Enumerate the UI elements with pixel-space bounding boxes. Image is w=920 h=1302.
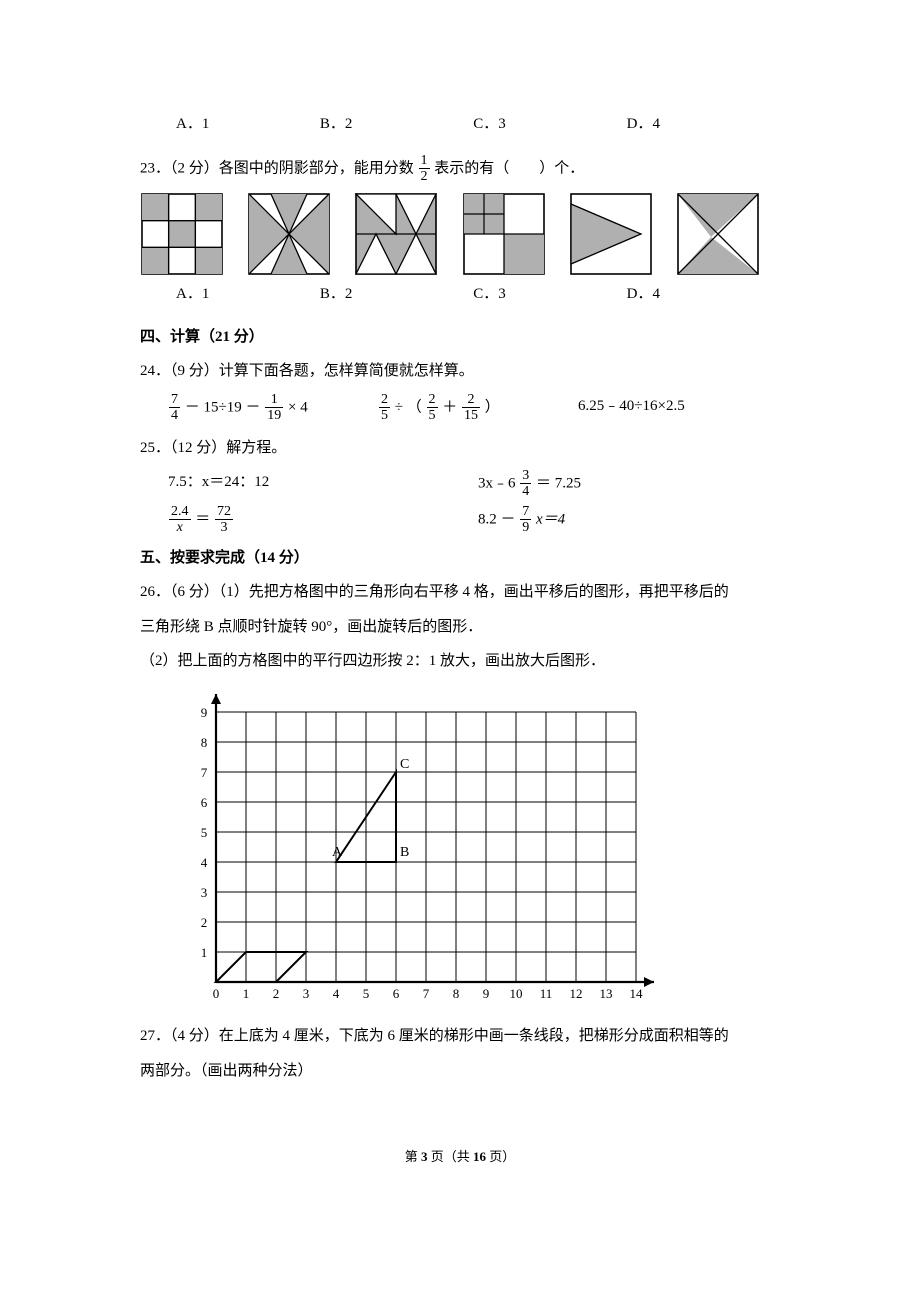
q26-grid: 01234567891011121314123456789ABC [176,682,780,1013]
q23-fig-2 [247,192,331,276]
q27-line2: 两部分。（画出两种分法） [140,1057,780,1086]
opt-a-val: 1 [202,116,210,132]
svg-text:7: 7 [201,765,208,780]
q23-fig-4 [462,192,546,276]
svg-text:6: 6 [201,795,208,810]
q23-frac-den: 2 [419,168,430,184]
q24-expr2: 25 ÷ （ 25 ＋ 215 ） [378,392,578,424]
svg-text:5: 5 [363,986,370,1001]
svg-text:2: 2 [273,986,280,1001]
q23-fig-5 [569,192,653,276]
svg-text:3: 3 [201,885,208,900]
q23-opt-d: D．4 [627,280,780,309]
svg-text:A: A [332,845,343,860]
svg-text:13: 13 [600,986,613,1001]
q23-opt-b: B．2 [320,280,473,309]
svg-text:4: 4 [201,855,208,870]
svg-text:8: 8 [453,986,460,1001]
q24-expr3: 6.25﹣40÷16×2.5 [578,392,778,424]
q25-e3: 2.4x ＝ 723 [168,504,478,536]
opt-a-label: A． [176,116,202,132]
svg-text:0: 0 [213,986,220,1001]
opt-b-label: B． [320,116,345,132]
q23-options: A．1 B．2 C．3 D．4 [176,280,780,309]
opt-c: C．3 [473,110,626,139]
svg-text:14: 14 [630,986,644,1001]
q23-stem: 23．（2 分）各图中的阴影部分，能用分数 1 2 表示的有（ ）个． [140,153,780,185]
q25-row2: 2.4x ＝ 723 8.2 － 79 x＝4 [168,504,780,536]
svg-text:2: 2 [201,915,208,930]
svg-text:7: 7 [423,986,430,1001]
q23-fig-1 [140,192,224,276]
q27-line1: 27．（4 分）在上底为 4 厘米，下底为 6 厘米的梯形中画一条线段，把梯形分… [140,1022,780,1051]
q23-fig-6 [676,192,760,276]
opt-c-label: C． [473,116,498,132]
q25-e2: 3x﹣6 34 ＝ 7.25 [478,468,728,500]
opt-d-val: 4 [652,116,660,132]
section-5-title: 五、按要求完成（14 分） [140,544,780,573]
q26-grid-svg: 01234567891011121314123456789ABC [176,682,656,1002]
svg-text:12: 12 [570,986,583,1001]
q23-opt-a: A．1 [176,280,320,309]
opt-d: D．4 [627,110,780,139]
q24-stem: 24．（9 分）计算下面各题，怎样算简便就怎样算。 [140,357,780,386]
q23-frac: 1 2 [419,153,430,185]
q26-line3: （2）把上面的方格图中的平行四边形按 2：1 放大，画出放大后图形． [140,647,780,676]
q25-stem: 25．（12 分）解方程。 [140,434,780,463]
q24-expr1: 74 － 15÷19 － 119 × 4 [168,392,378,424]
svg-text:C: C [400,757,409,772]
q25-e1: 7.5：x＝24：12 [168,468,478,500]
q23-figures [140,192,760,276]
q26-line1: 26．（6 分）（1）先把方格图中的三角形向右平移 4 格，画出平移后的图形，再… [140,578,780,607]
q25-e4: 8.2 － 79 x＝4 [478,504,728,536]
opt-a: A．1 [176,110,320,139]
svg-text:B: B [400,845,409,860]
page-footer: 第 3 页（共 16 页） [140,1145,780,1170]
q22-options: A．1 B．2 C．3 D．4 [176,110,780,139]
opt-b-val: 2 [345,116,353,132]
svg-text:10: 10 [510,986,523,1001]
svg-text:1: 1 [243,986,250,1001]
svg-text:9: 9 [201,705,208,720]
svg-text:8: 8 [201,735,208,750]
svg-text:11: 11 [540,986,553,1001]
q26-line2: 三角形绕 B 点顺时针旋转 90°，画出旋转后的图形． [140,613,780,642]
q23-frac-num: 1 [419,153,430,168]
q23-opt-c: C．3 [473,280,626,309]
svg-text:5: 5 [201,825,208,840]
svg-text:1: 1 [201,945,208,960]
svg-text:3: 3 [303,986,310,1001]
opt-b: B．2 [320,110,473,139]
opt-c-val: 3 [498,116,506,132]
section-4-title: 四、计算（21 分） [140,323,780,352]
q23-suffix: 表示的有（ ）个． [434,160,584,176]
q23-fig-3 [354,192,438,276]
q25-row1: 7.5：x＝24：12 3x﹣6 34 ＝ 7.25 [168,468,780,500]
svg-text:9: 9 [483,986,490,1001]
q24-exprs: 74 － 15÷19 － 119 × 4 25 ÷ （ 25 ＋ 215 ） 6… [168,392,780,424]
svg-text:6: 6 [393,986,400,1001]
svg-text:4: 4 [333,986,340,1001]
q23-prefix: 23．（2 分）各图中的阴影部分，能用分数 [140,160,414,176]
opt-d-label: D． [627,116,653,132]
